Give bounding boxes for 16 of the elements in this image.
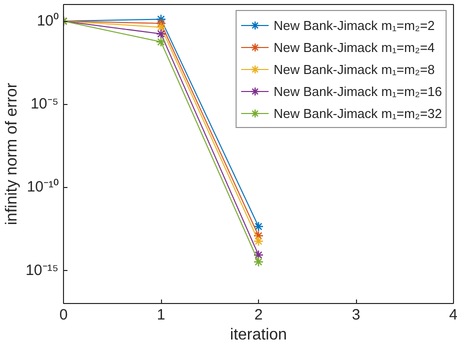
y-tick-label: 10⁻¹⁵ <box>26 262 59 279</box>
legend-label: New Bank-Jimack m₁=m₂=32 <box>274 104 442 122</box>
legend-label: New Bank-Jimack m₁=m₂=2 <box>274 16 435 34</box>
x-tick-label: 1 <box>156 306 166 324</box>
x-tick-label: 2 <box>254 306 263 324</box>
y-tick-label: 10⁰ <box>36 12 59 30</box>
legend-label: New Bank-Jimack m₁=m₂=4 <box>274 38 435 56</box>
y-axis-title: infinity norm of error <box>4 82 21 226</box>
y-tick-label: 10⁻⁵ <box>30 96 59 113</box>
x-tick-label: 3 <box>352 306 360 324</box>
legend-label: New Bank-Jimack m₁=m₂=8 <box>274 60 435 78</box>
y-tick-label: 10⁻¹⁰ <box>26 178 59 196</box>
x-axis-title: iteration <box>230 326 287 344</box>
x-tick-label: 0 <box>59 306 68 324</box>
x-tick-label: 4 <box>449 306 457 324</box>
legend-label: New Bank-Jimack m₁=m₂=16 <box>274 82 442 100</box>
